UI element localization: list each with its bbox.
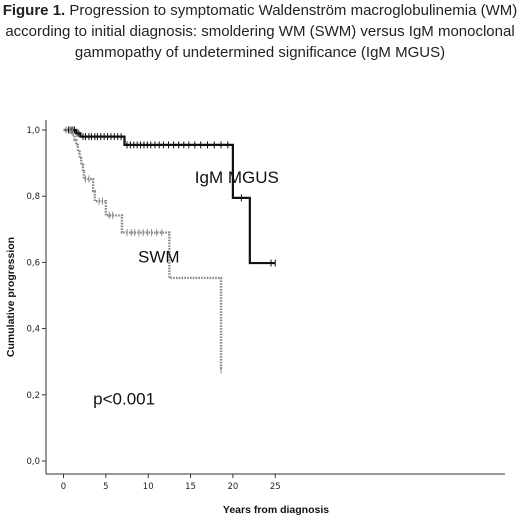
x-tick-label: 10	[143, 482, 154, 492]
annotations: IgM MGUS SWM p<0.001	[93, 168, 279, 409]
series-group	[63, 126, 276, 374]
annotation-label: p<0.001	[93, 390, 155, 409]
figure-label: Figure 1.	[2, 2, 66, 19]
series-line-swm	[63, 128, 223, 370]
x-tick-label: 15	[185, 482, 196, 492]
y-tick-label: 1,0	[26, 126, 40, 136]
series-swm	[63, 126, 223, 374]
figure-caption: Figure 1. Progression to symptomatic Wal…	[0, 0, 520, 63]
y-tick-label: 0,0	[26, 457, 40, 467]
annotation-label: SWM	[138, 247, 180, 266]
x-tick-label: 25	[270, 482, 281, 492]
x-axis-title: Years from diagnosis	[223, 504, 329, 516]
x-tick-label: 20	[227, 482, 238, 492]
ticks: 0,0 0,2 0,4 0,6 0,8 1,0 0 5 10 15 20 25	[26, 126, 280, 492]
y-tick-label: 0,4	[26, 325, 40, 335]
series-line-igm-mgus	[63, 128, 276, 265]
x-tick-label: 5	[103, 482, 108, 492]
x-tick-label: 0	[61, 482, 66, 492]
y-axis-title: Cumulative progression	[5, 237, 17, 357]
series-igm-mgus	[63, 126, 276, 267]
y-tick-label: 0,6	[26, 258, 40, 268]
y-tick-label: 0,2	[26, 391, 40, 401]
caption-text: Progression to symptomatic Waldenström m…	[5, 2, 518, 61]
annotation-label: IgM MGUS	[195, 168, 279, 187]
y-tick-label: 0,8	[26, 192, 40, 202]
